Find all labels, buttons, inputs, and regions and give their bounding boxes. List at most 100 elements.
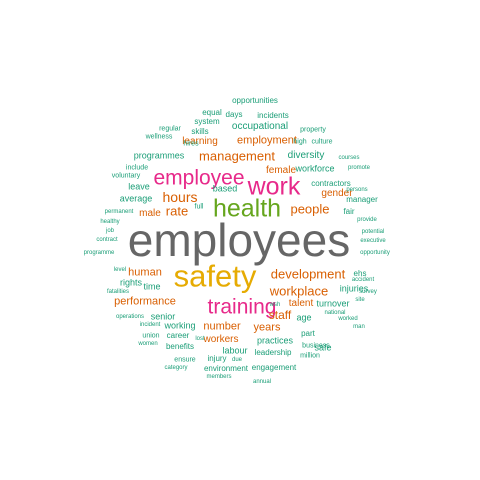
word-job: job xyxy=(105,228,115,234)
word-age: age xyxy=(296,312,312,323)
word-leave: leave xyxy=(128,181,150,192)
word-survey: survey xyxy=(359,289,377,295)
word-accident: accident xyxy=(351,277,375,283)
word-employment: employment xyxy=(237,134,297,147)
word-performance: performance xyxy=(114,295,176,308)
word-talent: talent xyxy=(288,298,314,309)
word-training: training xyxy=(207,295,277,319)
word-safe: safe xyxy=(314,342,332,353)
word-equal: equal xyxy=(202,108,222,117)
word-ehs: ehs xyxy=(353,269,367,278)
word-opportunity: opportunity xyxy=(360,250,390,256)
word-promote: promote xyxy=(347,165,371,171)
word-national: national xyxy=(324,310,346,316)
word-due: due xyxy=(231,357,243,363)
word-engagement: engagement xyxy=(251,363,297,372)
word-category: category xyxy=(164,365,188,371)
word-working: working xyxy=(164,320,196,331)
word-workforce: workforce xyxy=(295,163,335,174)
word-members: members xyxy=(206,374,232,380)
word-programme: programme xyxy=(83,250,115,256)
word-diversity: diversity xyxy=(287,150,325,161)
word-opportunities: opportunities xyxy=(232,96,278,105)
word-high: high xyxy=(293,138,307,146)
word-injuries: injuries xyxy=(339,283,369,294)
word-man: man xyxy=(353,324,365,330)
word-rate: rate xyxy=(165,203,189,219)
word-practices: practices xyxy=(256,335,294,346)
word-gender: gender xyxy=(321,188,353,199)
word-staff: staff xyxy=(268,308,292,322)
word-based: based xyxy=(212,183,238,194)
word-environment: environment xyxy=(203,364,249,373)
word-benefits: benefits xyxy=(165,342,195,351)
word-labour: labour xyxy=(222,345,248,356)
word-worked: worked xyxy=(338,316,358,322)
word-rights: rights xyxy=(119,277,143,288)
word-courses: courses xyxy=(338,155,360,161)
word-number: number xyxy=(203,320,241,333)
word-union: union xyxy=(142,332,160,340)
word-time: time xyxy=(143,281,161,292)
word-fair: fair xyxy=(343,207,355,216)
word-years: years xyxy=(253,321,281,334)
word-level: level xyxy=(113,267,127,273)
word-fatalities: fatalities xyxy=(106,289,130,295)
word-executive: executive xyxy=(360,238,386,244)
word-male: male xyxy=(139,208,161,219)
word-property: property xyxy=(300,126,326,134)
word-employees: employees xyxy=(127,214,351,266)
word-voluntary: voluntary xyxy=(111,172,141,180)
word-female: female xyxy=(265,165,297,176)
word-part: part xyxy=(301,329,315,338)
word-turnover: turnover xyxy=(316,298,350,309)
word-hours: hours xyxy=(162,189,198,205)
word-health: health xyxy=(212,194,282,223)
word-healthy: healthy xyxy=(100,219,120,225)
word-occupational: occupational xyxy=(231,121,289,132)
word-contract: contract xyxy=(96,237,118,243)
word-development: development xyxy=(270,266,346,282)
word-workplace: workplace xyxy=(269,283,329,299)
word-programmes: programmes xyxy=(133,150,185,161)
word-days: days xyxy=(225,110,243,119)
word-business: business xyxy=(302,342,330,350)
word-wsh: wsh xyxy=(269,302,281,308)
word-potential: potential xyxy=(361,229,385,235)
word-contractors: contractors xyxy=(311,179,351,188)
word-ensure: ensure xyxy=(174,356,196,364)
word-injury: injury xyxy=(207,354,227,363)
word-operations: operations xyxy=(115,314,145,320)
word-career: career xyxy=(166,331,190,340)
word-manager: manager xyxy=(346,195,378,204)
word-workers: workers xyxy=(203,334,239,345)
word-full: full xyxy=(194,203,204,211)
word-learning: learning xyxy=(182,136,218,147)
word-women: women xyxy=(138,341,158,347)
word-permanent: permanent xyxy=(104,209,134,215)
word-work: work xyxy=(247,172,301,201)
word-management: management xyxy=(199,148,275,164)
word-culture: culture xyxy=(311,138,333,146)
word-million: million xyxy=(300,352,320,360)
word-skills: skills xyxy=(191,127,209,136)
word-human: human xyxy=(128,266,162,279)
word-annual: annual xyxy=(252,379,272,385)
word-employee: employee xyxy=(153,166,245,190)
word-persons: persons xyxy=(346,187,368,193)
word-average: average xyxy=(119,193,153,204)
word-people: people xyxy=(290,201,330,217)
word-safety: safety xyxy=(173,258,257,294)
word-incident: incident xyxy=(139,322,161,328)
word-leadership: leadership xyxy=(254,348,292,357)
word-senior: senior xyxy=(150,311,176,322)
word-site: site xyxy=(355,297,365,303)
word-hires: hires xyxy=(183,140,199,148)
word-include: include xyxy=(125,164,149,172)
word-wellness: wellness xyxy=(145,133,173,141)
word-incidents: incidents xyxy=(257,111,289,120)
word-lost: lost xyxy=(195,336,205,342)
word-provide: provide xyxy=(357,217,377,223)
word-system: system xyxy=(194,117,220,126)
